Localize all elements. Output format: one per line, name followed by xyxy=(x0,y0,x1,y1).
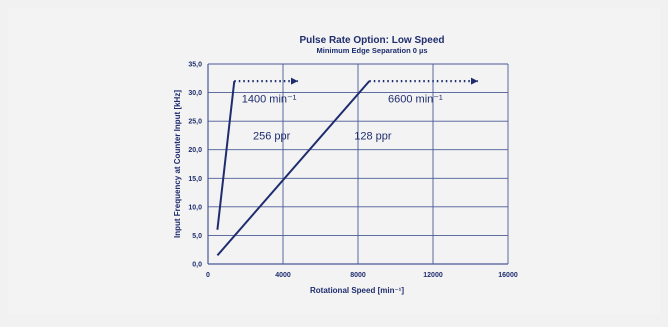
y-axis-label: Input Frequency at Counter Input [kHz] xyxy=(173,90,182,238)
annotation-label: 1400 min⁻¹ xyxy=(242,93,297,105)
annotations: 1400 min⁻¹ 6600 min⁻¹ 256 ppr 128 ppr xyxy=(242,93,443,142)
y-tick-label: 15,0 xyxy=(188,176,202,183)
chart-title: Pulse Rate Option: Low Speed xyxy=(299,35,444,46)
annotation-label: 6600 min⁻¹ xyxy=(388,93,443,105)
y-tick-label: 5,0 xyxy=(192,233,202,240)
arrowhead-marker xyxy=(291,77,298,85)
chart-subtitle: Minimum Edge Separation 0 µs xyxy=(316,46,427,55)
x-tick-label: 16000 xyxy=(498,272,518,279)
y-tick-label: 35,0 xyxy=(188,62,202,69)
grid xyxy=(207,63,509,265)
x-tick-label: 12000 xyxy=(423,272,443,279)
y-tick-label: 25,0 xyxy=(188,119,202,126)
tick-labels: 0,0 5,0 10,0 15,0 20,0 25,0 30,0 35,0 0 4000 8000 1… xyxy=(188,62,517,280)
x-tick-label: 4000 xyxy=(275,272,291,279)
series-lines xyxy=(216,77,478,257)
series-line xyxy=(216,80,236,230)
series-line xyxy=(216,80,371,257)
chart-panel xyxy=(8,8,660,314)
x-tick-label: 8000 xyxy=(350,272,366,279)
x-tick-label: 0 xyxy=(206,272,210,279)
y-tick-label: 0,0 xyxy=(192,262,202,269)
x-axis-label: Rotational Speed [min⁻¹] xyxy=(310,286,404,295)
annotation-label: 128 ppr xyxy=(354,130,392,142)
y-tick-label: 20,0 xyxy=(188,147,202,154)
arrowhead-marker xyxy=(471,77,478,85)
y-tick-label: 30,0 xyxy=(188,90,202,97)
y-tick-label: 10,0 xyxy=(188,204,202,211)
annotation-label: 256 ppr xyxy=(253,130,291,142)
